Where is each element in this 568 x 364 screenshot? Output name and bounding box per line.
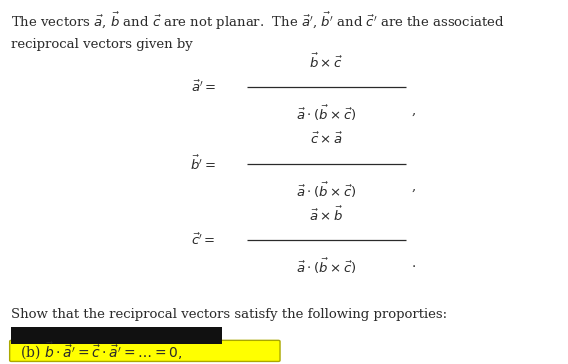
Text: $\vec{c} \times \vec{a}$: $\vec{c} \times \vec{a}$ [310, 132, 343, 147]
Text: ,: , [412, 104, 416, 117]
Text: Show that the reciprocal vectors satisfy the following proporties:: Show that the reciprocal vectors satisfy… [11, 308, 448, 321]
Text: .: . [412, 257, 416, 270]
FancyBboxPatch shape [10, 340, 280, 361]
Text: $\vec{a} \cdot (\vec{b} \times \vec{c})$: $\vec{a} \cdot (\vec{b} \times \vec{c})$ [296, 257, 357, 276]
Text: (b) $\vec{b} \cdot \vec{a}^{\prime} = \vec{c} \cdot \vec{a}^{\prime} = \ldots = : (b) $\vec{b} \cdot \vec{a}^{\prime} = \v… [20, 340, 182, 361]
Text: reciprocal vectors given by: reciprocal vectors given by [11, 38, 193, 51]
Text: The vectors $\vec{a}$, $\vec{b}$ and $\vec{c}$ are not planar.  The $\vec{a}^{\p: The vectors $\vec{a}$, $\vec{b}$ and $\v… [11, 11, 505, 32]
Text: $\vec{b}^{\prime} =$: $\vec{b}^{\prime} =$ [190, 155, 216, 173]
Text: $\vec{a} \cdot (\vec{b} \times \vec{c})$: $\vec{a} \cdot (\vec{b} \times \vec{c})$ [296, 104, 357, 123]
Text: $\vec{a} \times \vec{b}$: $\vec{a} \times \vec{b}$ [310, 206, 344, 224]
Text: $\vec{a} \cdot (\vec{b} \times \vec{c})$: $\vec{a} \cdot (\vec{b} \times \vec{c})$ [296, 180, 357, 199]
Text: $\vec{b} \times \vec{c}$: $\vec{b} \times \vec{c}$ [310, 53, 344, 71]
Text: $\vec{c}^{\prime} =$: $\vec{c}^{\prime} =$ [191, 233, 216, 248]
FancyBboxPatch shape [11, 327, 222, 344]
Text: ,: , [412, 180, 416, 193]
Text: $\vec{a}^{\prime} =$: $\vec{a}^{\prime} =$ [190, 80, 216, 95]
